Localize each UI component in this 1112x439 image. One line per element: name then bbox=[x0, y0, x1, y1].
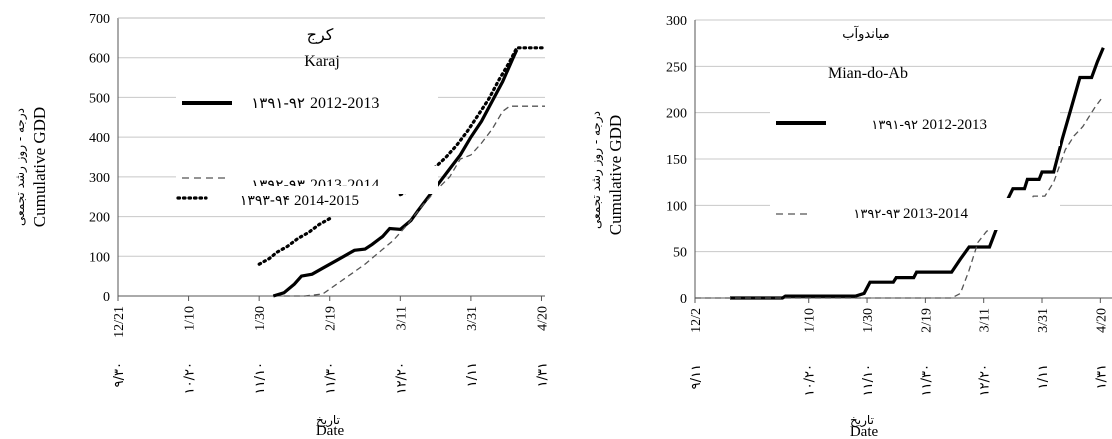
karaj-ylabel: Cumulative GDD bbox=[30, 107, 49, 227]
karaj-ylabel-fa: درجه - روز رشد تجمعی bbox=[13, 108, 28, 226]
legend-label-2013-2014: 2013-2014 bbox=[903, 206, 968, 222]
x-tick-label-fa: ۱۱/۱۰ bbox=[253, 362, 268, 394]
miandoab-title-fa: میاندوآب bbox=[842, 25, 889, 42]
x-tick-label: 1/30 bbox=[253, 306, 268, 331]
x-tick-label-fa: ۹/۳۰ bbox=[112, 362, 127, 387]
legend-label-fa-2012-2013: ۱۳۹۱-۹۲ bbox=[251, 94, 305, 112]
y-tick-label: 100 bbox=[666, 199, 687, 214]
y-tick-label: 600 bbox=[89, 52, 110, 67]
x-tick-label-fa: ۱/۳۱ bbox=[535, 362, 550, 387]
x-tick-label-fa: ۱۲/۲۰ bbox=[394, 362, 409, 394]
miandoab-ylabel-fa: درجه - روز رشد تجمعی bbox=[589, 111, 604, 229]
x-tick-label: 2/19 bbox=[919, 308, 934, 333]
karaj-chart: 0 100 200 300 400 500 600 700 12/21 ۹/۳۰ 1/10 ۱۰/۲۰… bbox=[13, 12, 550, 439]
legend-bg bbox=[176, 88, 438, 130]
x-tick-label-fa: ۱/۱۱ bbox=[465, 362, 480, 387]
legend-label-2012-2013: 2012-2013 bbox=[310, 95, 379, 112]
legend-label-2014-2015: 2014-2015 bbox=[294, 193, 359, 209]
legend-label-fa-2013-2014: ۱۳۹۲-۹۳ bbox=[853, 207, 900, 222]
legend-label-fa-2014-2015: ۱۳۹۳-۹۴ bbox=[240, 193, 290, 209]
x-tick-label-fa: ۱۱/۳۰ bbox=[919, 364, 934, 396]
y-tick-label: 400 bbox=[89, 131, 110, 146]
y-tick-label: 700 bbox=[89, 12, 110, 27]
x-tick-label-fa: ۱/۱۱ bbox=[1036, 364, 1051, 389]
y-tick-label: 0 bbox=[103, 290, 110, 305]
x-tick-label: 3/11 bbox=[978, 308, 993, 332]
series-line-2012-2013 bbox=[730, 47, 1105, 300]
x-tick-label: 3/31 bbox=[465, 306, 480, 331]
x-tick-label-fa: ۹/۱۱ bbox=[689, 364, 704, 389]
x-tick-label-fa: ۱۰/۲۰ bbox=[183, 362, 198, 394]
miandoab-xlabel-fa: تاریخ bbox=[850, 413, 874, 428]
series-line-2013-2014 bbox=[283, 105, 545, 297]
x-tick-label-fa: ۱۲/۲۰ bbox=[978, 364, 993, 396]
x-tick-label: 3/11 bbox=[394, 306, 409, 330]
series-line-2014-2015 bbox=[257, 217, 332, 266]
series-line-2012-2013 bbox=[272, 49, 519, 298]
legend-bg bbox=[770, 112, 1060, 146]
x-tick-label: 3/31 bbox=[1036, 308, 1051, 333]
y-tick-label: 500 bbox=[89, 91, 110, 106]
y-tick-label: 200 bbox=[666, 107, 687, 122]
x-tick-label-fa: ۱۰/۲۰ bbox=[803, 364, 818, 396]
y-tick-label: 0 bbox=[680, 292, 687, 307]
y-tick-label: 300 bbox=[666, 14, 687, 29]
mian-do-ab-chart: 0 50 100 150 200 250 300 12/2 ۹/۱۱ 1/10 ۱۰/۲۰ 1/30 ۱… bbox=[589, 14, 1112, 439]
x-tick-label: 12/2 bbox=[689, 308, 704, 333]
x-tick-label: 1/10 bbox=[803, 308, 818, 333]
miandoab-title: Mian-do-Ab bbox=[828, 65, 908, 82]
x-tick-label: 1/10 bbox=[183, 306, 198, 331]
karaj-xlabel: Date bbox=[316, 423, 345, 439]
x-tick-label-fa: ۱/۳۱ bbox=[1094, 364, 1109, 389]
miandoab-legend: ۱۳۹۱-۹۲ 2012-2013 ۱۳۹۲-۹۳ 2013-2014 bbox=[770, 112, 1060, 230]
x-tick-label-fa: ۱۱/۱۰ bbox=[861, 364, 876, 396]
x-tick-label: 2/19 bbox=[324, 306, 339, 331]
x-tick-label: 12/21 bbox=[112, 306, 127, 338]
y-tick-label: 50 bbox=[673, 246, 687, 261]
x-tick-label-fa: ۱۱/۳۰ bbox=[324, 362, 339, 394]
legend-label-2012-2013: 2012-2013 bbox=[922, 117, 987, 133]
karaj-title: Karaj bbox=[304, 53, 340, 70]
x-tick-label: 1/30 bbox=[861, 308, 876, 333]
karaj-xlabel-fa: تاریخ bbox=[316, 413, 340, 428]
karaj-title-fa: کرج bbox=[307, 27, 334, 44]
x-tick-label: 4/20 bbox=[1094, 308, 1109, 333]
karaj-legend: ۱۳۹۱-۹۲ 2012-2013 ۱۳۹۲-۹۳ 2013-2014 ۱۳۹۳… bbox=[170, 88, 438, 212]
y-tick-label: 200 bbox=[89, 211, 110, 226]
y-tick-label: 150 bbox=[666, 153, 687, 168]
x-tick-label: 4/20 bbox=[535, 306, 550, 331]
y-tick-label: 100 bbox=[89, 250, 110, 265]
y-tick-label: 300 bbox=[89, 171, 110, 186]
y-tick-label: 250 bbox=[666, 60, 687, 75]
miandoab-ylabel: Cumulative GDD bbox=[606, 115, 625, 235]
legend-bg bbox=[770, 198, 1060, 230]
miandoab-xlabel: Date bbox=[850, 424, 879, 439]
legend-label-fa-2012-2013: ۱۳۹۱-۹۲ bbox=[871, 118, 918, 133]
